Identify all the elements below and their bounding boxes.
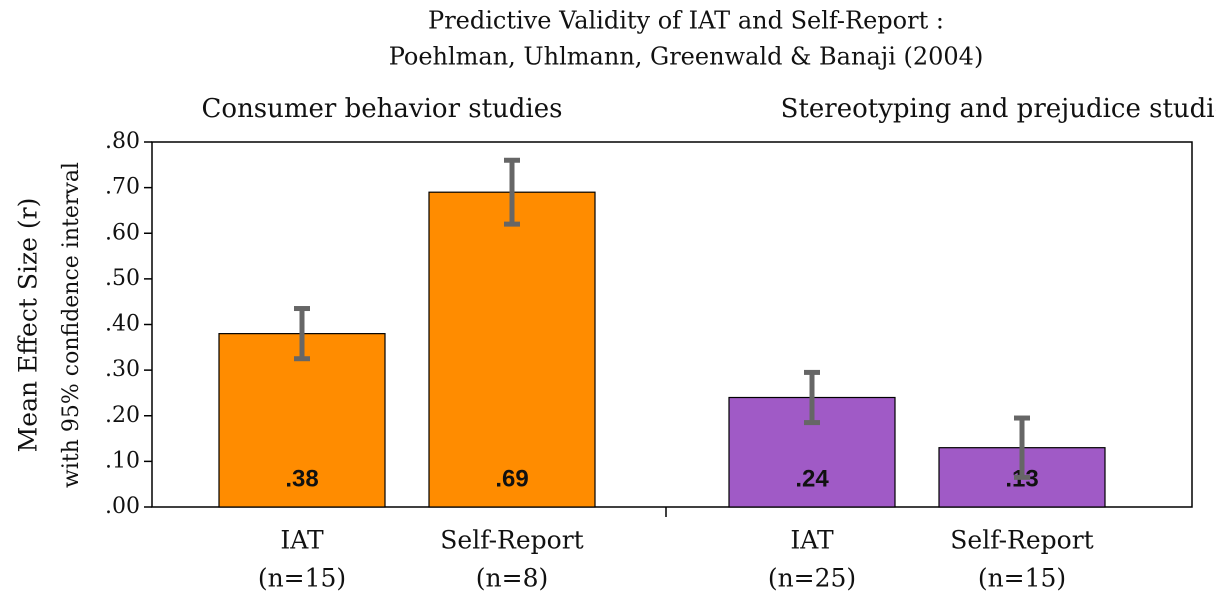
y-axis-label: with 95% confidence interval xyxy=(59,162,84,488)
x-tick-label: IAT xyxy=(280,526,324,555)
y-tick-label: .30 xyxy=(105,357,140,382)
x-tick-label: Self-Report xyxy=(950,526,1093,555)
value-label: .24 xyxy=(795,465,829,492)
y-tick-label: .60 xyxy=(105,220,140,245)
x-tick-label: (n=25) xyxy=(768,564,856,593)
x-tick-label: (n=15) xyxy=(258,564,346,593)
chart-title: Predictive Validity of IAT and Self-Repo… xyxy=(428,7,944,35)
group-label: Stereotyping and prejudice studies xyxy=(781,94,1216,124)
value-label: .69 xyxy=(495,465,528,492)
x-tick-label: IAT xyxy=(790,526,834,555)
bar xyxy=(428,191,596,508)
y-tick-label: .20 xyxy=(105,403,140,428)
y-axis-label: Mean Effect Size (r) xyxy=(14,198,43,453)
x-tick-label: (n=15) xyxy=(978,564,1066,593)
value-label: .38 xyxy=(285,465,318,492)
x-tick-label: Self-Report xyxy=(440,526,583,555)
y-tick-label: .80 xyxy=(105,129,140,154)
bar xyxy=(218,333,386,508)
x-tick-label: (n=8) xyxy=(476,564,548,593)
y-tick-label: .40 xyxy=(105,312,140,337)
group-label: Consumer behavior studies xyxy=(202,94,563,124)
chart-subtitle: Poehlman, Uhlmann, Greenwald & Banaji (2… xyxy=(389,43,984,71)
y-tick-label: .70 xyxy=(105,175,140,200)
y-tick-label: .50 xyxy=(105,266,140,291)
y-tick-label: .10 xyxy=(105,448,140,473)
y-tick-label: .00 xyxy=(105,494,140,519)
